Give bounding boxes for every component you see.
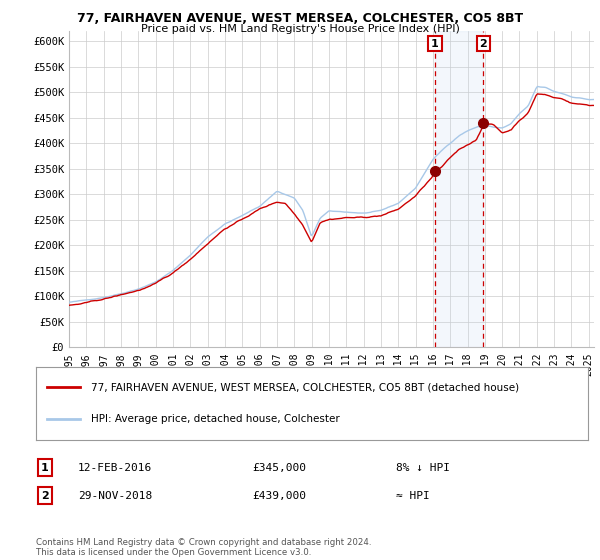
Text: £439,000: £439,000 bbox=[252, 491, 306, 501]
Bar bbox=[435, 31, 484, 347]
Text: 1: 1 bbox=[431, 39, 439, 49]
Text: ≈ HPI: ≈ HPI bbox=[396, 491, 430, 501]
Text: £345,000: £345,000 bbox=[252, 463, 306, 473]
Text: 8% ↓ HPI: 8% ↓ HPI bbox=[396, 463, 450, 473]
Text: Price paid vs. HM Land Registry's House Price Index (HPI): Price paid vs. HM Land Registry's House … bbox=[140, 24, 460, 34]
Text: HPI: Average price, detached house, Colchester: HPI: Average price, detached house, Colc… bbox=[91, 414, 340, 424]
Text: Contains HM Land Registry data © Crown copyright and database right 2024.
This d: Contains HM Land Registry data © Crown c… bbox=[36, 538, 371, 557]
Text: 77, FAIRHAVEN AVENUE, WEST MERSEA, COLCHESTER, CO5 8BT: 77, FAIRHAVEN AVENUE, WEST MERSEA, COLCH… bbox=[77, 12, 523, 25]
Text: 77, FAIRHAVEN AVENUE, WEST MERSEA, COLCHESTER, CO5 8BT (detached house): 77, FAIRHAVEN AVENUE, WEST MERSEA, COLCH… bbox=[91, 382, 520, 392]
Text: 1: 1 bbox=[41, 463, 49, 473]
Text: 29-NOV-2018: 29-NOV-2018 bbox=[78, 491, 152, 501]
Text: 2: 2 bbox=[479, 39, 487, 49]
Text: 12-FEB-2016: 12-FEB-2016 bbox=[78, 463, 152, 473]
Text: 2: 2 bbox=[41, 491, 49, 501]
